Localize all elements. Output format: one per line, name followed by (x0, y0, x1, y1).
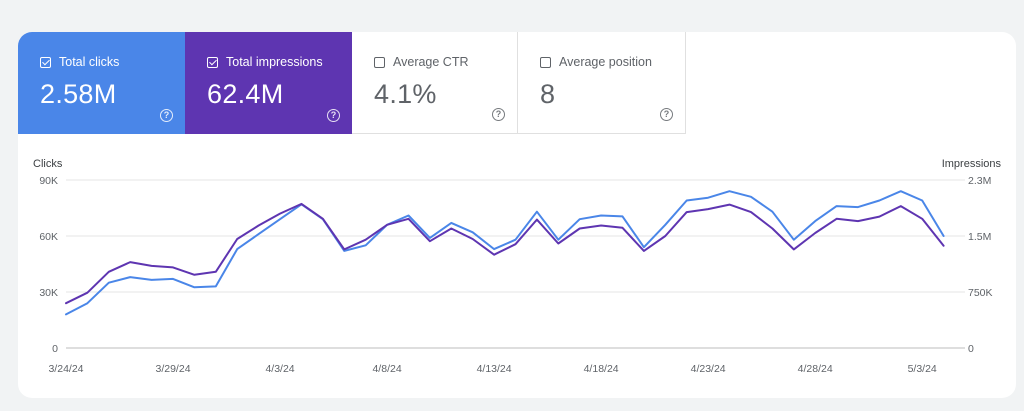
metric-total-impressions[interactable]: Total impressions 62.4M ? (185, 32, 352, 134)
metric-total-clicks[interactable]: Total clicks 2.58M ? (18, 32, 185, 134)
series-line-total-clicks (65, 190, 945, 316)
series-lines (65, 190, 945, 316)
right-tick-label: 2.3M (968, 175, 991, 187)
right-axis-ticks: 0 750K 1.5M 2.3M (968, 175, 993, 355)
metric-average-position[interactable]: Average position 8 ? (518, 32, 686, 134)
metric-header: Average position (540, 55, 652, 69)
checkbox-checked-icon[interactable] (40, 56, 51, 68)
help-icon[interactable]: ? (660, 108, 673, 121)
left-tick-label: 90K (39, 175, 58, 187)
metric-header: Total clicks (40, 55, 119, 69)
left-tick-label: 0 (52, 343, 58, 355)
x-tick-label: 4/28/24 (798, 363, 833, 375)
metric-tabs: Total clicks 2.58M ? Total impressions 6… (18, 32, 686, 134)
metric-value: 2.58M (40, 79, 117, 109)
left-axis-ticks: 0 30K 60K 90K (39, 175, 58, 355)
x-tick-label: 3/24/24 (48, 363, 83, 375)
metric-header: Total impressions (207, 55, 323, 69)
x-tick-label: 4/18/24 (584, 363, 619, 375)
help-icon[interactable]: ? (492, 108, 505, 121)
left-tick-label: 60K (39, 231, 58, 243)
checkbox-unchecked-icon[interactable] (374, 56, 385, 68)
metric-label: Average position (559, 55, 652, 69)
left-tick-label: 30K (39, 287, 58, 299)
right-tick-label: 0 (968, 343, 974, 355)
right-tick-label: 750K (968, 287, 993, 299)
checkbox-checked-icon[interactable] (207, 56, 218, 68)
help-icon[interactable]: ? (327, 109, 340, 122)
left-axis-title: Clicks (33, 158, 63, 170)
x-tick-label: 4/13/24 (477, 363, 512, 375)
help-icon[interactable]: ? (160, 109, 173, 122)
x-tick-label: 5/3/24 (908, 363, 937, 375)
metric-label: Total clicks (59, 55, 120, 69)
right-axis-title: Impressions (942, 158, 1002, 170)
metric-average-ctr[interactable]: Average CTR 4.1% ? (352, 32, 518, 134)
metric-value: 8 (540, 79, 556, 109)
x-tick-label: 3/29/24 (156, 363, 191, 375)
right-tick-label: 1.5M (968, 231, 991, 243)
performance-card: Total clicks 2.58M ? Total impressions 6… (18, 32, 1016, 398)
x-tick-label: 4/8/24 (372, 363, 401, 375)
x-tick-label: 4/3/24 (265, 363, 294, 375)
checkbox-unchecked-icon[interactable] (540, 56, 551, 68)
metric-label: Average CTR (393, 55, 469, 69)
x-tick-label: 4/23/24 (691, 363, 726, 375)
metric-value: 62.4M (207, 79, 284, 109)
metric-header: Average CTR (374, 55, 469, 69)
performance-chart: Clicks Impressions 0 30K 60K 90K 0 750K 1.5M 2… (33, 158, 1002, 375)
metric-value: 4.1% (374, 79, 437, 109)
x-axis-ticks: 3/24/24 3/29/24 4/3/24 4/8/24 4/13/24 4/18/24… (48, 363, 936, 375)
gridlines (66, 179, 965, 349)
series-line-total-impressions (65, 202, 945, 305)
metric-label: Total impressions (226, 55, 323, 69)
